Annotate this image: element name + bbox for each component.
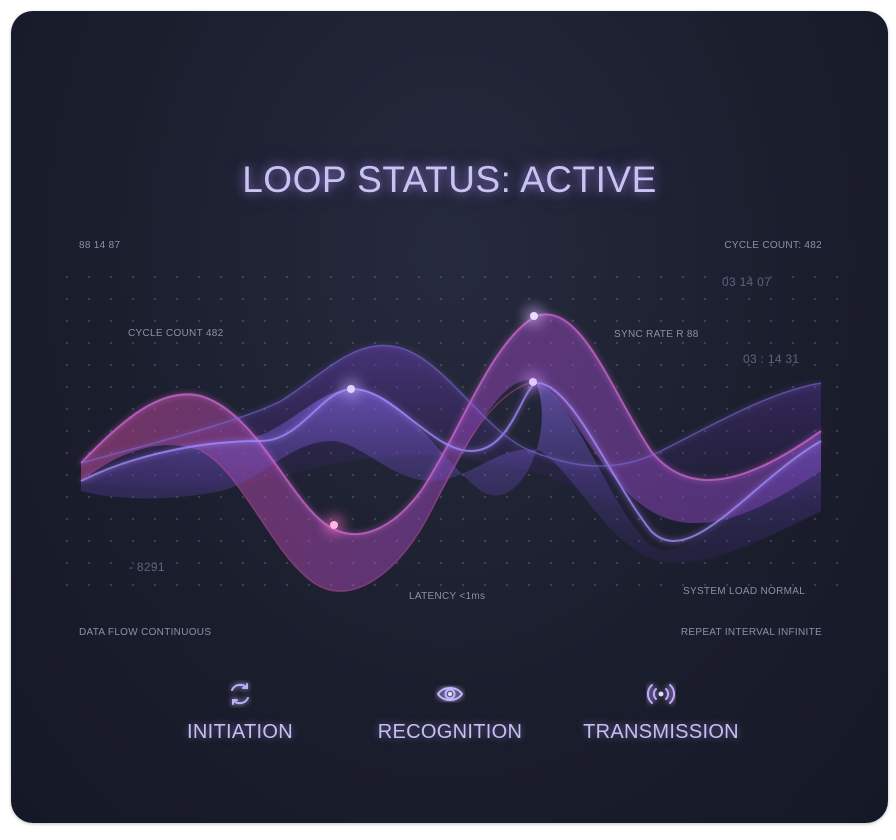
readout-system-load: SYSTEM LOAD NORMAL <box>683 586 806 597</box>
waveform-graphic <box>80 306 822 592</box>
readout-lower-left: - 8291 <box>129 560 165 574</box>
refresh-cycle-icon <box>231 683 249 705</box>
wave-line-lower <box>200 380 537 592</box>
node-mid-left <box>341 379 361 399</box>
readout-data-flow: DATA FLOW CONTINUOUS <box>79 627 212 638</box>
loop-status-panel: LOOP STATUS: ACTIVE 88 14 87 CYCLE COUNT… <box>11 11 888 823</box>
readout-latency: LATENCY <1ms <box>409 591 486 602</box>
node-lower <box>324 515 344 535</box>
step-transmission[interactable]: TRANSMISSION <box>561 679 761 744</box>
step-initiation[interactable]: INITIATION <box>140 679 340 744</box>
readout-repeat-interval: REPEAT INTERVAL INFINITE <box>680 627 822 638</box>
step-recognition[interactable]: RECOGNITION <box>350 679 550 744</box>
page-title: LOOP STATUS: ACTIVE <box>242 159 657 200</box>
wave-ribbon-front <box>81 383 821 563</box>
readout-cycle-count-top: CYCLE COUNT: 482 <box>724 240 822 251</box>
wave-line-violet <box>80 381 822 542</box>
step-initiation-label: INITIATION <box>187 721 293 743</box>
node-mid-right <box>523 372 543 392</box>
wave-line-magenta <box>80 313 822 535</box>
readout-top-left: 88 14 87 <box>79 240 121 251</box>
readout-sync-rate: SYNC RATE R 88 <box>614 329 699 340</box>
step-transmission-label: TRANSMISSION <box>583 721 739 743</box>
readout-right-mid: 03 : 14 31 <box>743 352 800 366</box>
broadcast-icon <box>646 684 676 704</box>
eye-icon <box>436 687 464 701</box>
node-upper <box>524 306 544 326</box>
readout-right-upper: 03 14 07 <box>722 275 772 289</box>
wave-line-back <box>80 344 822 467</box>
wave-ribbon-magenta <box>81 314 821 592</box>
step-recognition-label: RECOGNITION <box>377 721 523 743</box>
readout-cycle-count-inner: CYCLE COUNT 482 <box>128 328 224 339</box>
